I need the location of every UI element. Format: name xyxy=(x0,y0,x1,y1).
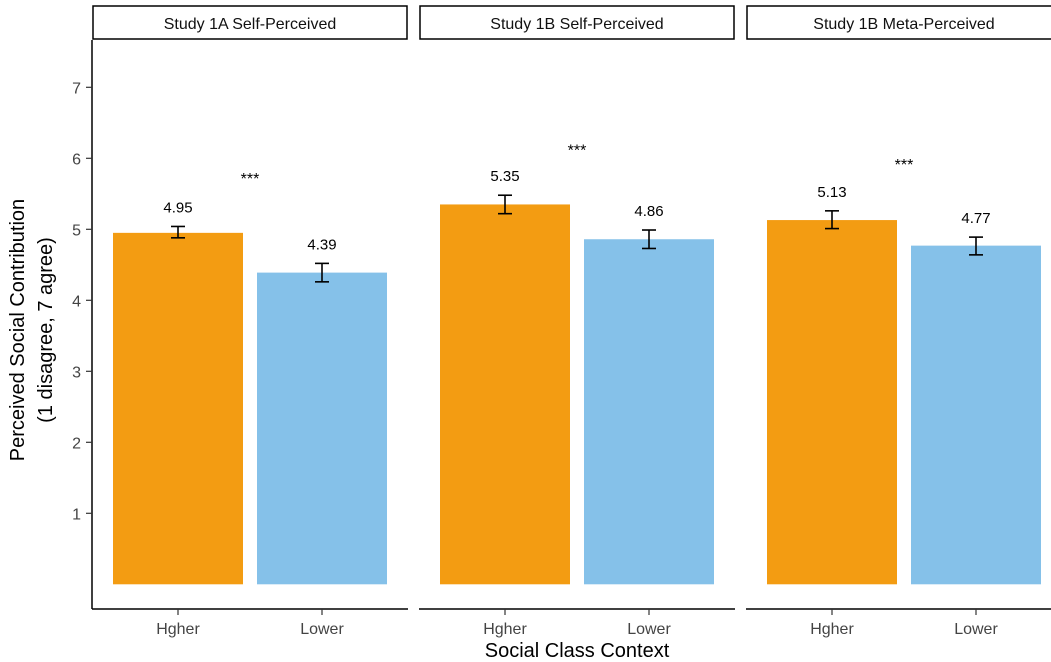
bar-hgher xyxy=(113,232,243,585)
data-label: 5.35 xyxy=(490,168,519,185)
data-label: 5.13 xyxy=(817,184,846,201)
significance-label: *** xyxy=(895,157,914,174)
significance-label: *** xyxy=(241,171,260,188)
data-label: 4.77 xyxy=(961,210,990,227)
bar-lower xyxy=(257,272,387,585)
panel-strip xyxy=(419,5,735,40)
x-tick-label: Hgher xyxy=(483,621,527,638)
panel-1: Study 1A Self-Perceived 4.95 Hgher 4.39 Lowe… xyxy=(92,5,408,638)
bar-lower xyxy=(911,245,1041,585)
panel-strip xyxy=(92,5,408,40)
x-tick-label: Lower xyxy=(627,621,671,638)
x-axis-title: Social Class Context xyxy=(485,640,670,662)
y-tick-label: 6 xyxy=(72,151,81,168)
panel-title: Study 1B Self-Perceived xyxy=(490,16,663,33)
y-tick-label: 5 xyxy=(72,222,81,239)
y-tick-label: 3 xyxy=(72,364,81,381)
panel-title: Study 1B Meta-Perceived xyxy=(813,16,994,33)
y-tick-label: 1 xyxy=(72,506,81,523)
data-label: 4.39 xyxy=(307,236,336,253)
y-axis-title: Perceived Social Contribution (1 disagre… xyxy=(7,199,57,461)
y-axis-title-line-1: Perceived Social Contribution xyxy=(7,199,29,461)
bar-hgher xyxy=(767,220,897,585)
y-axis-title-line-2: (1 disagree, 7 agree) xyxy=(35,237,57,423)
y-tick-label: 7 xyxy=(72,80,81,97)
significance-label: *** xyxy=(568,143,587,160)
x-tick-label: Hgher xyxy=(810,621,854,638)
y-tick-label: 2 xyxy=(72,435,81,452)
x-tick-label: Hgher xyxy=(156,621,200,638)
x-tick-label: Lower xyxy=(300,621,344,638)
panel-2: Study 1B Self-Perceived 5.35 Hgher 4.86 Lowe… xyxy=(419,5,735,638)
panel-title: Study 1A Self-Perceived xyxy=(164,16,337,33)
bar-lower xyxy=(584,239,714,585)
panel-3: Study 1B Meta-Perceived 5.13 Hgher 4.77 Lowe… xyxy=(746,5,1051,638)
x-tick-label: Lower xyxy=(954,621,998,638)
bar-hgher xyxy=(440,204,570,585)
panel-strip xyxy=(746,5,1051,40)
data-label: 4.95 xyxy=(163,199,192,216)
y-tick-label: 4 xyxy=(72,293,81,310)
data-label: 4.86 xyxy=(634,203,663,220)
